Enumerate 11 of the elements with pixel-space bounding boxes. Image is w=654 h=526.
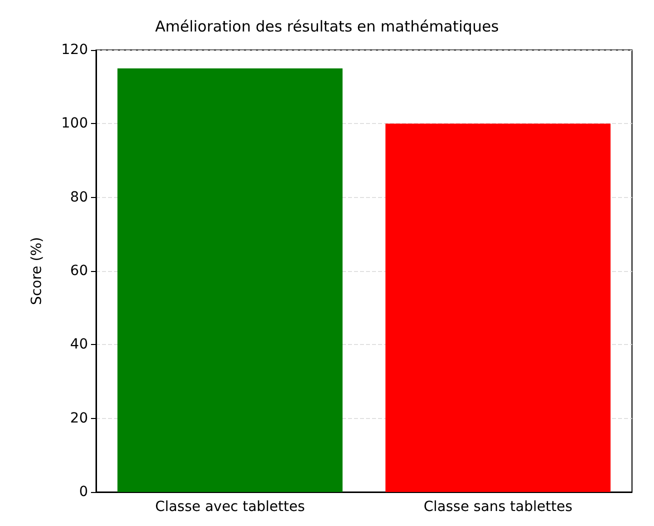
y-tick-label: 40 (70, 336, 88, 353)
y-axis-title: Score (%) (29, 237, 45, 305)
y-tick-label: 80 (70, 189, 88, 206)
chart-title: Amélioration des résultats en mathématiques (155, 18, 500, 36)
y-tick-label: 100 (61, 116, 88, 132)
y-tick-label: 20 (70, 410, 88, 426)
y-tick-label: 0 (79, 484, 88, 500)
y-tick-label: 120 (61, 42, 88, 58)
x-tick-label: Classe avec tablettes (155, 499, 305, 515)
x-tick-label: Classe sans tablettes (424, 499, 572, 515)
y-tick-label: 60 (70, 263, 88, 279)
